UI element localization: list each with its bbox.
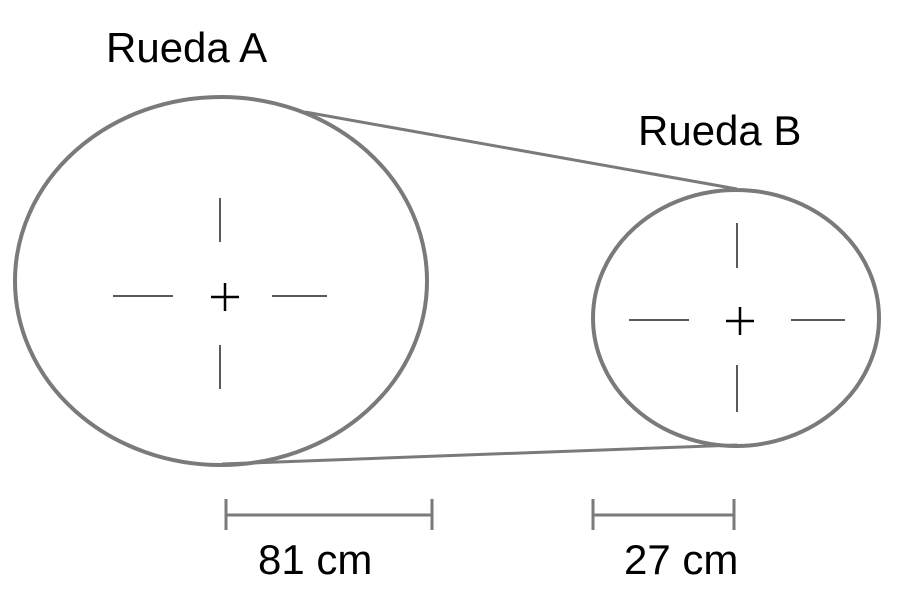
wheel-b-center-mark (726, 307, 754, 335)
wheel-a: Rueda A (13, 24, 429, 467)
dimension-b-label: 27 cm (624, 536, 738, 583)
wheel-b-circle (591, 188, 881, 448)
wheel-b: Rueda B (591, 107, 881, 448)
wheel-b-label: Rueda B (638, 107, 801, 154)
wheel-a-crosshair (113, 198, 327, 389)
belt-bottom-line (221, 443, 738, 466)
wheel-a-circle (13, 95, 429, 467)
belt-top-line (304, 110, 738, 191)
wheel-b-crosshair (629, 223, 845, 412)
dimension-a (224, 499, 434, 530)
wheel-a-center-mark (211, 283, 239, 311)
dimension-b (591, 499, 736, 530)
wheel-a-label: Rueda A (106, 24, 267, 71)
dimension-a-label: 81 cm (258, 536, 372, 583)
